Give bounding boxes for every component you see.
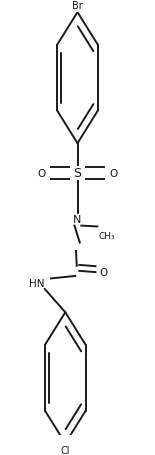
Text: Cl: Cl — [61, 445, 70, 455]
Text: O: O — [37, 168, 46, 178]
Text: S: S — [73, 167, 82, 180]
Text: O: O — [109, 168, 118, 178]
Text: CH₃: CH₃ — [99, 231, 115, 240]
Text: HN: HN — [29, 278, 45, 288]
Text: N: N — [73, 215, 82, 225]
Text: Br: Br — [72, 1, 83, 11]
Text: O: O — [99, 268, 108, 278]
